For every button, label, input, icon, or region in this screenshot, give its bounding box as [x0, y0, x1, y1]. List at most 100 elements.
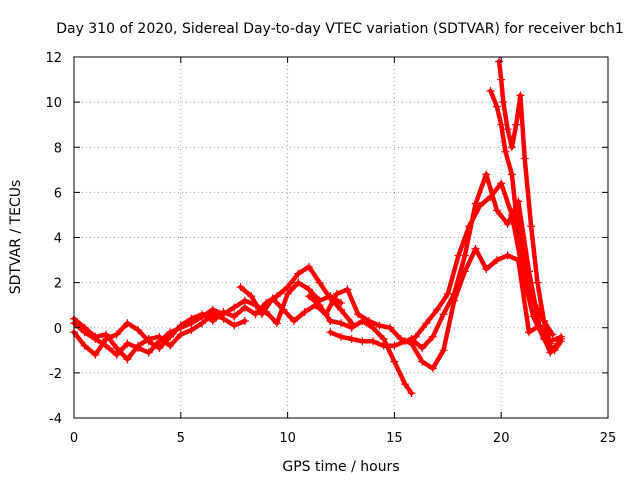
data-point — [407, 335, 416, 344]
data-point — [386, 323, 395, 332]
y-tick-label: 0 — [54, 322, 62, 337]
data-point — [518, 251, 527, 260]
data-point — [247, 292, 256, 301]
data-point — [390, 357, 399, 366]
data-point — [283, 289, 292, 298]
y-tick-label: 12 — [45, 51, 62, 66]
data-point — [272, 319, 281, 328]
data-point — [354, 310, 363, 319]
data-point — [326, 328, 335, 337]
data-point — [300, 307, 309, 316]
data-point — [123, 355, 132, 364]
data-point — [123, 339, 132, 348]
data-point — [187, 314, 196, 323]
x-axis-label: GPS time / hours — [282, 459, 399, 475]
data-point — [539, 316, 548, 325]
data-point — [422, 319, 431, 328]
data-point — [411, 332, 420, 341]
data-point — [294, 269, 303, 278]
data-point — [379, 335, 388, 344]
data-point — [134, 326, 143, 335]
x-tick-label: 10 — [279, 431, 296, 446]
axis-ticks: 0 5 10 15 20 25 -4 -2 0 2 4 6 8 10 12 — [45, 51, 616, 446]
data-point — [326, 316, 335, 325]
data-point — [112, 344, 121, 353]
data-point — [219, 314, 228, 323]
data-point — [123, 319, 132, 328]
data-point — [486, 86, 495, 95]
data-point — [418, 357, 427, 366]
data-point — [315, 278, 324, 287]
y-tick-label: 6 — [54, 186, 62, 201]
y-tick-label: 4 — [54, 232, 62, 247]
data-point — [557, 335, 566, 344]
data-point — [512, 120, 521, 129]
data-point — [230, 312, 239, 321]
data-point — [176, 321, 185, 330]
data-point — [482, 265, 491, 274]
data-point — [80, 323, 89, 332]
y-tick-label: 2 — [54, 277, 62, 292]
data-point — [176, 330, 185, 339]
data-point — [527, 222, 536, 231]
data-point — [503, 251, 512, 260]
data-point — [347, 335, 356, 344]
data-point — [155, 344, 164, 353]
y-axis-label: SDTVAR / TECUs — [8, 180, 24, 295]
data-point — [208, 310, 217, 319]
data-point — [134, 341, 143, 350]
data-point — [268, 294, 277, 303]
data-point — [358, 337, 367, 346]
data-point — [497, 179, 506, 188]
data-point — [198, 319, 207, 328]
data-point — [524, 328, 533, 337]
data-point — [492, 206, 501, 215]
data-point — [198, 310, 207, 319]
x-tick-label: 20 — [493, 431, 510, 446]
data-point — [439, 346, 448, 355]
data-point — [208, 316, 217, 325]
data-point — [358, 316, 367, 325]
data-point — [503, 125, 512, 134]
data-point — [418, 344, 427, 353]
y-tick-label: 10 — [45, 96, 62, 111]
data-point — [240, 316, 249, 325]
y-tick-label: -2 — [49, 367, 62, 382]
data-point — [439, 310, 448, 319]
data-point — [375, 321, 384, 330]
data-point — [279, 305, 288, 314]
data-point — [531, 301, 540, 310]
data-point — [144, 337, 153, 346]
data-point — [492, 102, 501, 111]
data-point — [315, 301, 324, 310]
data-point — [102, 335, 111, 344]
data-point — [499, 98, 508, 107]
data-point — [240, 303, 249, 312]
data-point — [290, 316, 299, 325]
data-point — [428, 364, 437, 373]
data-point — [482, 170, 491, 179]
data-point — [401, 337, 410, 346]
data-point — [230, 303, 239, 312]
data-point — [497, 120, 506, 129]
data-point — [272, 292, 281, 301]
data-point — [337, 319, 345, 328]
data-point — [460, 251, 469, 260]
data-point — [257, 310, 266, 319]
data-point — [80, 341, 89, 350]
chart-title: Day 310 of 2020, Sidereal Day-to-day VTE… — [56, 21, 624, 37]
data-point — [369, 337, 378, 346]
x-tick-label: 0 — [70, 431, 78, 446]
data-point — [433, 305, 442, 314]
y-tick-label: 8 — [54, 141, 62, 156]
data-point — [495, 57, 504, 66]
y-tick-label: -4 — [49, 412, 62, 427]
data-point — [166, 332, 175, 341]
data-point — [507, 170, 516, 179]
data-point — [512, 210, 521, 219]
data-point — [240, 296, 249, 305]
data-point — [501, 147, 510, 156]
data-series — [70, 57, 566, 398]
data-point — [390, 341, 399, 350]
data-point — [230, 321, 239, 330]
